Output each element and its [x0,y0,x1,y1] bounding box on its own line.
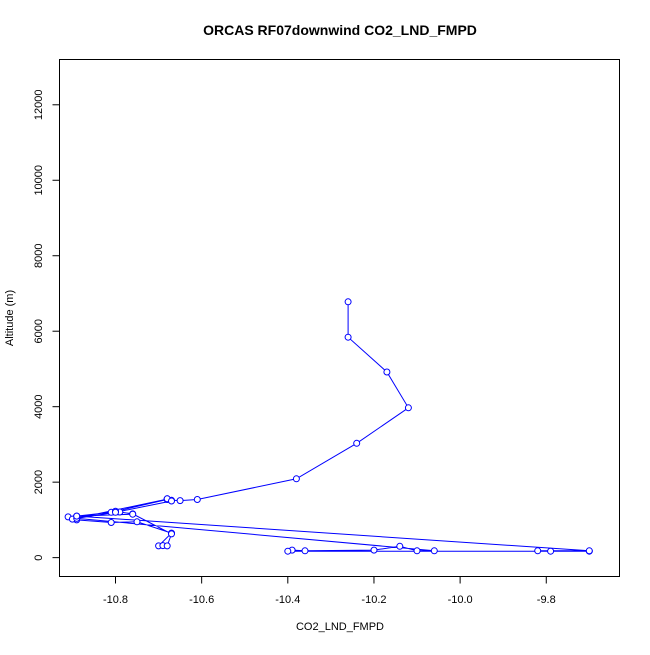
x-tick-label: -10.6 [189,594,214,606]
series-layer [64,298,593,555]
data-point [413,547,421,555]
data-point [129,510,137,518]
data-point [547,547,555,555]
data-point [193,496,201,503]
data-point [396,542,404,550]
data-point [344,333,352,341]
y-tick-label: 12000 [33,89,45,120]
x-tick-label: -10.2 [361,594,386,606]
y-tick-label: 0 [33,555,45,561]
y-axis-title: Altitude (m) [4,290,16,346]
data-point [107,519,115,526]
x-axis-title: CO2_LND_FMPD [296,621,384,633]
y-tick-label: 6000 [33,319,45,343]
data-point [344,298,352,306]
data-point [133,518,141,526]
x-axis: -10.8 -10.6 -10.4 -10.2 -10.0 -9.8 [103,576,556,606]
y-tick-label: 8000 [33,243,45,267]
data-point [168,497,175,505]
data-point [284,547,292,555]
chart-title: ORCAS RF07downwind CO2_LND_FMPD [203,22,477,38]
data-point [404,404,412,412]
data-point [163,542,171,550]
y-axis: 0 2000 4000 6000 8000 10000 12000 [33,89,60,561]
x-tick-label: -9.8 [537,594,556,606]
data-point [383,368,391,376]
data-point [168,530,175,538]
data-point [370,546,378,554]
x-tick-label: -10.8 [103,594,128,606]
x-tick-label: -10.0 [448,594,473,606]
y-tick-label: 2000 [33,470,45,494]
data-point [301,547,309,555]
data-point [430,547,438,555]
data-point [73,512,81,520]
y-tick-label: 10000 [33,165,45,196]
data-point [292,475,300,483]
y-tick-label: 4000 [33,394,45,418]
x-tick-label: -10.4 [275,594,300,606]
data-point [534,547,542,555]
data-point [353,439,361,447]
data-point [112,508,119,516]
data-point [585,547,593,555]
data-point [176,497,184,505]
